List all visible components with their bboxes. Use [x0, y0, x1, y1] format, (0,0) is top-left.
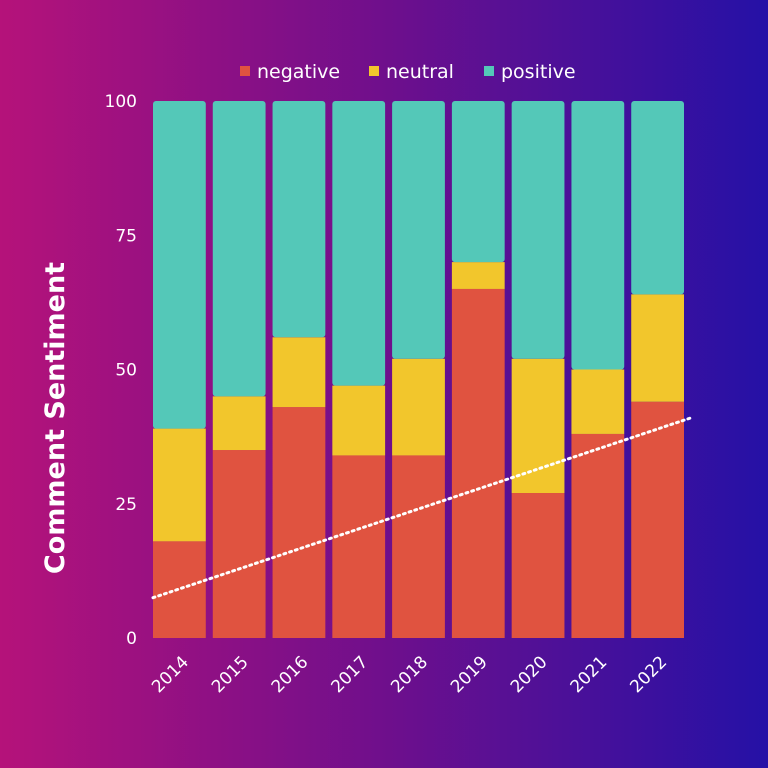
x-tick-label: 2015 — [208, 652, 253, 697]
legend-swatch-neutral — [369, 66, 379, 76]
bar-neutral-2017 — [332, 385, 386, 456]
bar-positive-2017 — [332, 101, 386, 386]
legend: negative neutral positive — [240, 61, 576, 83]
y-axis-title: Comment Sentiment — [40, 262, 71, 574]
bar-neutral-2021 — [571, 369, 625, 434]
bar-positive-2022 — [631, 101, 684, 295]
x-tick-label: 2019 — [447, 652, 492, 697]
bar-neutral-2018 — [392, 358, 445, 456]
legend-label-positive: positive — [501, 61, 576, 83]
bar-negative-2020 — [511, 493, 565, 638]
bar-negative-2014 — [153, 541, 206, 638]
x-tick-label: 2014 — [148, 652, 193, 697]
legend-swatch-positive — [484, 66, 494, 76]
bar-negative-2022 — [631, 401, 684, 638]
bar-negative-2017 — [332, 455, 386, 638]
y-tick-label: 25 — [115, 495, 137, 515]
x-tick-label: 2020 — [507, 652, 552, 697]
bar-neutral-2014 — [153, 428, 206, 542]
y-tick-label: 100 — [105, 92, 137, 112]
bar-negative-2016 — [272, 407, 326, 638]
x-axis-ticks: 2014 2015 2016 2017 2018 2019 2020 2021 2022 — [148, 652, 671, 697]
bar-positive-2014 — [153, 101, 206, 429]
x-tick-label: 2018 — [387, 652, 432, 697]
y-tick-label: 75 — [115, 226, 137, 246]
bar-positive-2015 — [212, 101, 266, 397]
y-tick-label: 0 — [126, 629, 137, 649]
legend-label-negative: negative — [257, 61, 340, 83]
bar-negative-2015 — [212, 450, 266, 638]
bar-negative-2018 — [392, 455, 445, 638]
bar-neutral-2016 — [272, 337, 326, 408]
trendline — [151, 416, 693, 600]
legend-swatch-negative — [240, 66, 250, 76]
bar-negative-2019 — [451, 288, 505, 638]
bars — [153, 101, 684, 638]
x-tick-label: 2022 — [626, 652, 671, 697]
y-axis-ticks: 0 25 50 75 100 — [105, 92, 137, 649]
bar-neutral-2022 — [631, 294, 684, 402]
bar-positive-2018 — [392, 101, 445, 359]
bar-positive-2016 — [272, 101, 326, 338]
x-tick-label: 2021 — [567, 652, 612, 697]
y-tick-label: 50 — [115, 361, 137, 381]
bar-negative-2021 — [571, 433, 625, 638]
x-tick-label: 2016 — [268, 652, 313, 697]
x-tick-label: 2017 — [328, 652, 373, 697]
bar-positive-2019 — [451, 101, 505, 263]
bar-positive-2020 — [511, 101, 565, 359]
legend-label-neutral: neutral — [386, 61, 454, 83]
trendline-group — [151, 416, 693, 600]
bar-neutral-2019 — [451, 262, 505, 289]
bar-neutral-2015 — [212, 396, 266, 451]
bar-positive-2021 — [571, 101, 625, 370]
bar-neutral-2020 — [511, 358, 565, 494]
